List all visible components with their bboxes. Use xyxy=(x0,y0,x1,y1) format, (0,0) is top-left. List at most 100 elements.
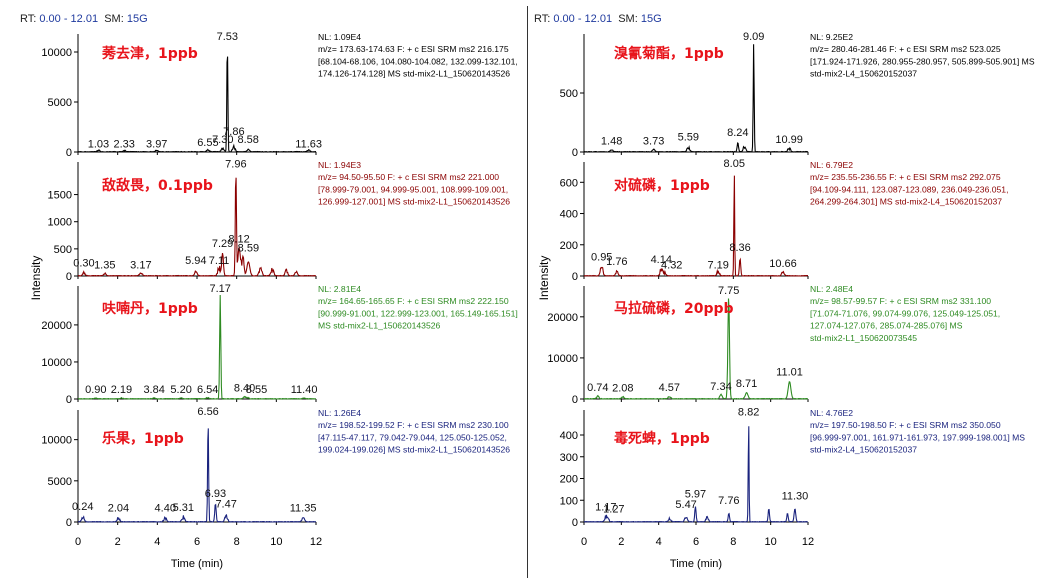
rt-label: RT: xyxy=(20,13,37,25)
x-tick-label: 12 xyxy=(310,536,322,548)
peak-label: 7.30 xyxy=(212,134,233,146)
x-tick-label: 0 xyxy=(75,536,81,548)
peak-label: 0.24 xyxy=(72,501,93,513)
peak-label: 8.71 xyxy=(736,378,757,390)
scan-info-line: 127.074-127.076, 285.074-285.076] MS xyxy=(810,321,963,331)
peak-label: 3.97 xyxy=(146,139,167,151)
chromatogram-panel: 0 10000 20000 7.17 0.90 2.19 3.84 5.20 6.54 8.408… xyxy=(41,283,517,406)
peak-label: 1.48 xyxy=(601,135,622,147)
scan-info-line: [71.074-71.076, 99.074-99.076, 125.049-1… xyxy=(810,308,1000,318)
peak-label: 11.35 xyxy=(290,503,317,515)
scan-info-line: m/z= 164.65-165.65 F: + c ESI SRM ms2 22… xyxy=(318,296,509,306)
peak-label: 7.29 xyxy=(212,238,233,250)
peak-label: 6.93 xyxy=(205,488,226,500)
peak-label: 7.11 xyxy=(209,255,230,267)
y-tick-label: 300 xyxy=(560,452,578,464)
column-divider xyxy=(527,6,528,578)
y-tick-label: 5000 xyxy=(48,97,72,109)
y-tick-label: 200 xyxy=(560,240,578,252)
scan-info-line: [78.999-79.001, 94.999-95.001, 108.999-1… xyxy=(318,184,508,194)
peak-label: 5.59 xyxy=(678,132,699,144)
y-tick-label: 1500 xyxy=(48,190,72,202)
scan-info-line: NL: 9.25E2 xyxy=(810,32,853,42)
scan-info-line: 174.126-174.128] MS std-mix2-L1_15062014… xyxy=(318,69,510,79)
scan-info-line: std-mix2-L4_150620152037 xyxy=(810,69,917,79)
compound-label: 毒死蜱，1ppb xyxy=(614,430,710,447)
chromatogram-trace xyxy=(77,428,317,523)
chromatogram-panel: 0 200 400 600 8.05 0.951.76 4.144.32 7.198.36 10… xyxy=(560,158,1009,283)
y-tick-label: 400 xyxy=(560,209,578,221)
peak-label: 1.35 xyxy=(94,260,115,272)
y-tick-label: 10000 xyxy=(41,357,72,369)
y-tick-label: 400 xyxy=(560,430,578,442)
chromatogram-panel: 0 5000 10000 6.56 0.24 2.04 4.405.31 6.937.47 11… xyxy=(41,406,510,529)
peak-label: 0.90 xyxy=(85,384,106,396)
chromatogram-trace xyxy=(583,175,808,277)
scan-info-line: 264.299-264.301] MS std-mix2-L4_15062015… xyxy=(810,197,1002,207)
x-tick-label: 2 xyxy=(115,536,121,548)
x-tick-label: 8 xyxy=(730,536,736,548)
peak-label: 3.73 xyxy=(643,135,664,147)
x-axis-title: Time (min) xyxy=(670,558,722,570)
peak-label: 8.59 xyxy=(238,242,259,254)
peak-label: 6.56 xyxy=(197,406,218,418)
peak-label: 8.82 xyxy=(738,406,759,418)
scan-info-line: m/z= 198.52-199.52 F: + c ESI SRM ms2 23… xyxy=(318,420,509,430)
peak-label: 7.53 xyxy=(217,31,238,43)
y-tick-label: 200 xyxy=(560,474,578,486)
y-tick-label: 10000 xyxy=(547,353,578,365)
chromatogram-trace xyxy=(77,177,317,277)
peak-label: 7.76 xyxy=(718,495,739,507)
x-tick-label: 4 xyxy=(656,536,662,548)
chromatogram-panel: 0 100 200 300 400 8.82 1.171.27 5.475.97 7.76 11.… xyxy=(560,406,1026,529)
peak-label: 10.66 xyxy=(769,258,797,270)
peak-label: 8.55 xyxy=(246,384,267,396)
peak-label: 8.05 xyxy=(724,158,745,170)
scan-info-line: m/z= 94.50-95.50 F: + c ESI SRM ms2 221.… xyxy=(318,172,499,182)
y-axis-title: Intensity xyxy=(537,256,551,301)
chromatogram-panel: 0 500 1000 1500 7.96 0.30 1.35 3.17 5.94 7.11 7.29… xyxy=(48,159,511,283)
scan-info-line: std-mix2-L1_150620073545 xyxy=(810,333,917,343)
y-tick-label: 5000 xyxy=(48,476,72,488)
rt-label: RT: xyxy=(534,13,551,25)
rt-value: 0.00 - 12.01 xyxy=(39,13,99,25)
scan-info-line: [47.115-47.117, 79.042-79.044, 125.050-1… xyxy=(318,432,507,442)
chromatogram-trace xyxy=(77,294,316,400)
chromatogram-trace xyxy=(583,298,808,400)
scan-info-line: [90.999-91.001, 122.999-123.001, 165.149… xyxy=(318,308,518,318)
peak-label: 7.47 xyxy=(215,498,236,510)
y-tick-label: 0 xyxy=(66,147,72,159)
peak-label: 5.94 xyxy=(185,255,206,267)
peak-label: 7.75 xyxy=(718,285,739,297)
chromatogram-trace xyxy=(78,56,317,153)
scan-info-line: [94.109-94.111, 123.087-123.089, 236.049… xyxy=(810,184,1008,194)
scan-info-line: m/z= 173.63-174.63 F: + c ESI SRM ms2 21… xyxy=(318,44,509,54)
x-axis-title: Time (min) xyxy=(171,558,223,570)
scan-info-line: [96.999-97.001, 161.971-161.973, 197.999… xyxy=(810,432,1025,442)
y-tick-label: 20000 xyxy=(547,312,578,324)
y-tick-label: 1000 xyxy=(48,217,72,229)
peak-label: 7.86 xyxy=(223,126,244,138)
peak-label: 1.03 xyxy=(88,139,109,151)
peak-label: 8.58 xyxy=(237,134,258,146)
peak-label: 2.19 xyxy=(111,384,132,396)
y-tick-label: 600 xyxy=(560,177,578,189)
scan-info-line: NL: 1.94E3 xyxy=(318,160,361,170)
y-tick-label: 20000 xyxy=(41,320,72,332)
scan-info-line: std-mix2-L4_150620152037 xyxy=(810,445,917,455)
peak-label: 4.14 xyxy=(651,254,672,266)
scan-info-line: m/z= 197.50-198.50 F: + c ESI SRM ms2 35… xyxy=(810,420,1001,430)
x-tick-label: 4 xyxy=(154,536,160,548)
y-tick-label: 0 xyxy=(572,517,578,529)
right-chromatogram-column: RT: 0.00 - 12.01 SM: 15G 0 500 9.09 1.48 3.7… xyxy=(528,0,1041,579)
scan-info-line: m/z= 280.46-281.46 F: + c ESI SRM ms2 52… xyxy=(810,44,1001,54)
scan-info-line: 199.024-199.026] MS std-mix2-L1_15062014… xyxy=(318,445,510,455)
peak-label: 9.09 xyxy=(743,31,764,43)
peak-label: 1.76 xyxy=(606,256,627,268)
peak-label: 8.12 xyxy=(228,234,249,246)
rt-range-header-left: RT: 0.00 - 12.01 SM: 15G xyxy=(20,13,148,25)
sm-label: SM: xyxy=(618,13,638,25)
sm-value: 15G xyxy=(126,13,148,25)
peak-label: 5.97 xyxy=(685,488,706,500)
compound-label: 乐果，1ppb xyxy=(102,430,184,447)
